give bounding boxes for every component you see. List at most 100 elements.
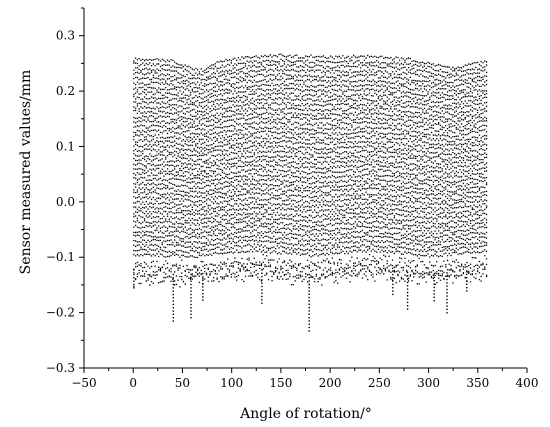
outlier-point [172,310,174,312]
outlier-point [172,300,174,302]
outlier-point [261,269,263,271]
outlier-point [406,291,409,294]
outlier-point [466,280,468,282]
outlier-point [308,313,310,315]
outlier-point [261,282,263,284]
outlier-point [202,286,204,288]
outlier-point [133,273,135,276]
outlier-point [406,275,409,277]
outlier-point [190,300,192,302]
outlier-point [261,299,263,301]
y-tick-label: 0.0 [56,195,75,209]
outlier-point [308,300,310,302]
outlier-point [202,296,204,298]
outlier-point [202,279,204,281]
outlier-point [433,300,435,302]
outlier-point [261,302,263,304]
outlier-point [202,272,204,275]
outlier-point [433,290,435,292]
outlier-point [172,303,174,306]
outlier-point [261,292,263,294]
y-tick-label: 0.2 [56,84,75,98]
outlier-point [446,275,448,277]
outlier-point [308,277,310,279]
outlier-point [446,285,448,287]
outlier-point [406,285,409,287]
outlier-point [446,292,448,294]
outlier-point [172,280,174,282]
outlier-point [466,290,468,292]
outlier-point [308,296,310,299]
outlier-point [190,277,192,279]
x-tick-label: 300 [417,376,440,390]
outlier-point [392,290,394,292]
outlier-point [446,282,448,284]
outlier-point [172,283,174,286]
outlier-point [446,312,448,314]
outlier-point [172,290,174,292]
outlier-point [202,282,204,285]
outlier-point [190,283,192,286]
outlier-point [466,273,468,276]
outlier-point [261,272,263,274]
y-tick-label: −0.2 [46,306,75,320]
outlier-point [190,280,192,282]
outlier-point [202,289,204,291]
outlier-point [133,280,135,282]
outlier-point [308,293,310,295]
x-tick-label: 400 [516,376,539,390]
outlier-point [308,280,310,282]
outlier-point [190,303,192,306]
outlier-point [202,276,204,278]
x-axis-label: Angle of rotation/° [239,406,372,422]
y-tick-label: 0.1 [56,139,75,153]
outlier-point [308,273,310,276]
outlier-point [133,287,135,289]
outlier-point [261,275,263,278]
outlier-point [172,293,174,296]
outlier-point [308,283,310,285]
outlier-point [202,299,204,301]
outlier-point [190,313,192,316]
outlier-point [446,302,448,304]
outlier-point [190,310,192,312]
outlier-point [308,330,310,332]
outlier-point [261,279,263,281]
outlier-point [308,320,310,322]
outlier-point [308,316,310,319]
outlier-point [406,278,409,280]
outlier-point [133,277,135,279]
outlier-point [392,287,394,289]
outlier-point [406,298,409,300]
outlier-point [466,277,468,279]
x-tick-label: 150 [269,376,292,390]
x-tick-label: 350 [466,376,489,390]
outlier-point [172,277,174,279]
plot-area [133,53,488,332]
outlier-point [406,301,409,304]
outlier-point [446,278,448,281]
x-tick-label: 200 [319,376,342,390]
outlier-point [446,305,448,307]
outlier-point [308,310,310,312]
outlier-point [446,298,448,301]
x-tick-label: −50 [71,376,96,390]
x-tick-label: 50 [175,376,190,390]
outlier-point [466,283,468,285]
outlier-point [392,270,394,272]
outlier-point [433,273,435,275]
outlier-point [406,305,409,307]
outlier-point [308,326,310,329]
outlier-point [190,293,192,296]
outlier-point [392,277,394,279]
outlier-point [190,317,192,319]
outlier-point [308,306,310,309]
outlier-point [392,280,394,282]
outlier-point [261,289,263,291]
outlier-point [446,308,448,311]
outlier-point [190,273,192,276]
outlier-point [190,290,192,292]
outlier-point [433,280,435,282]
